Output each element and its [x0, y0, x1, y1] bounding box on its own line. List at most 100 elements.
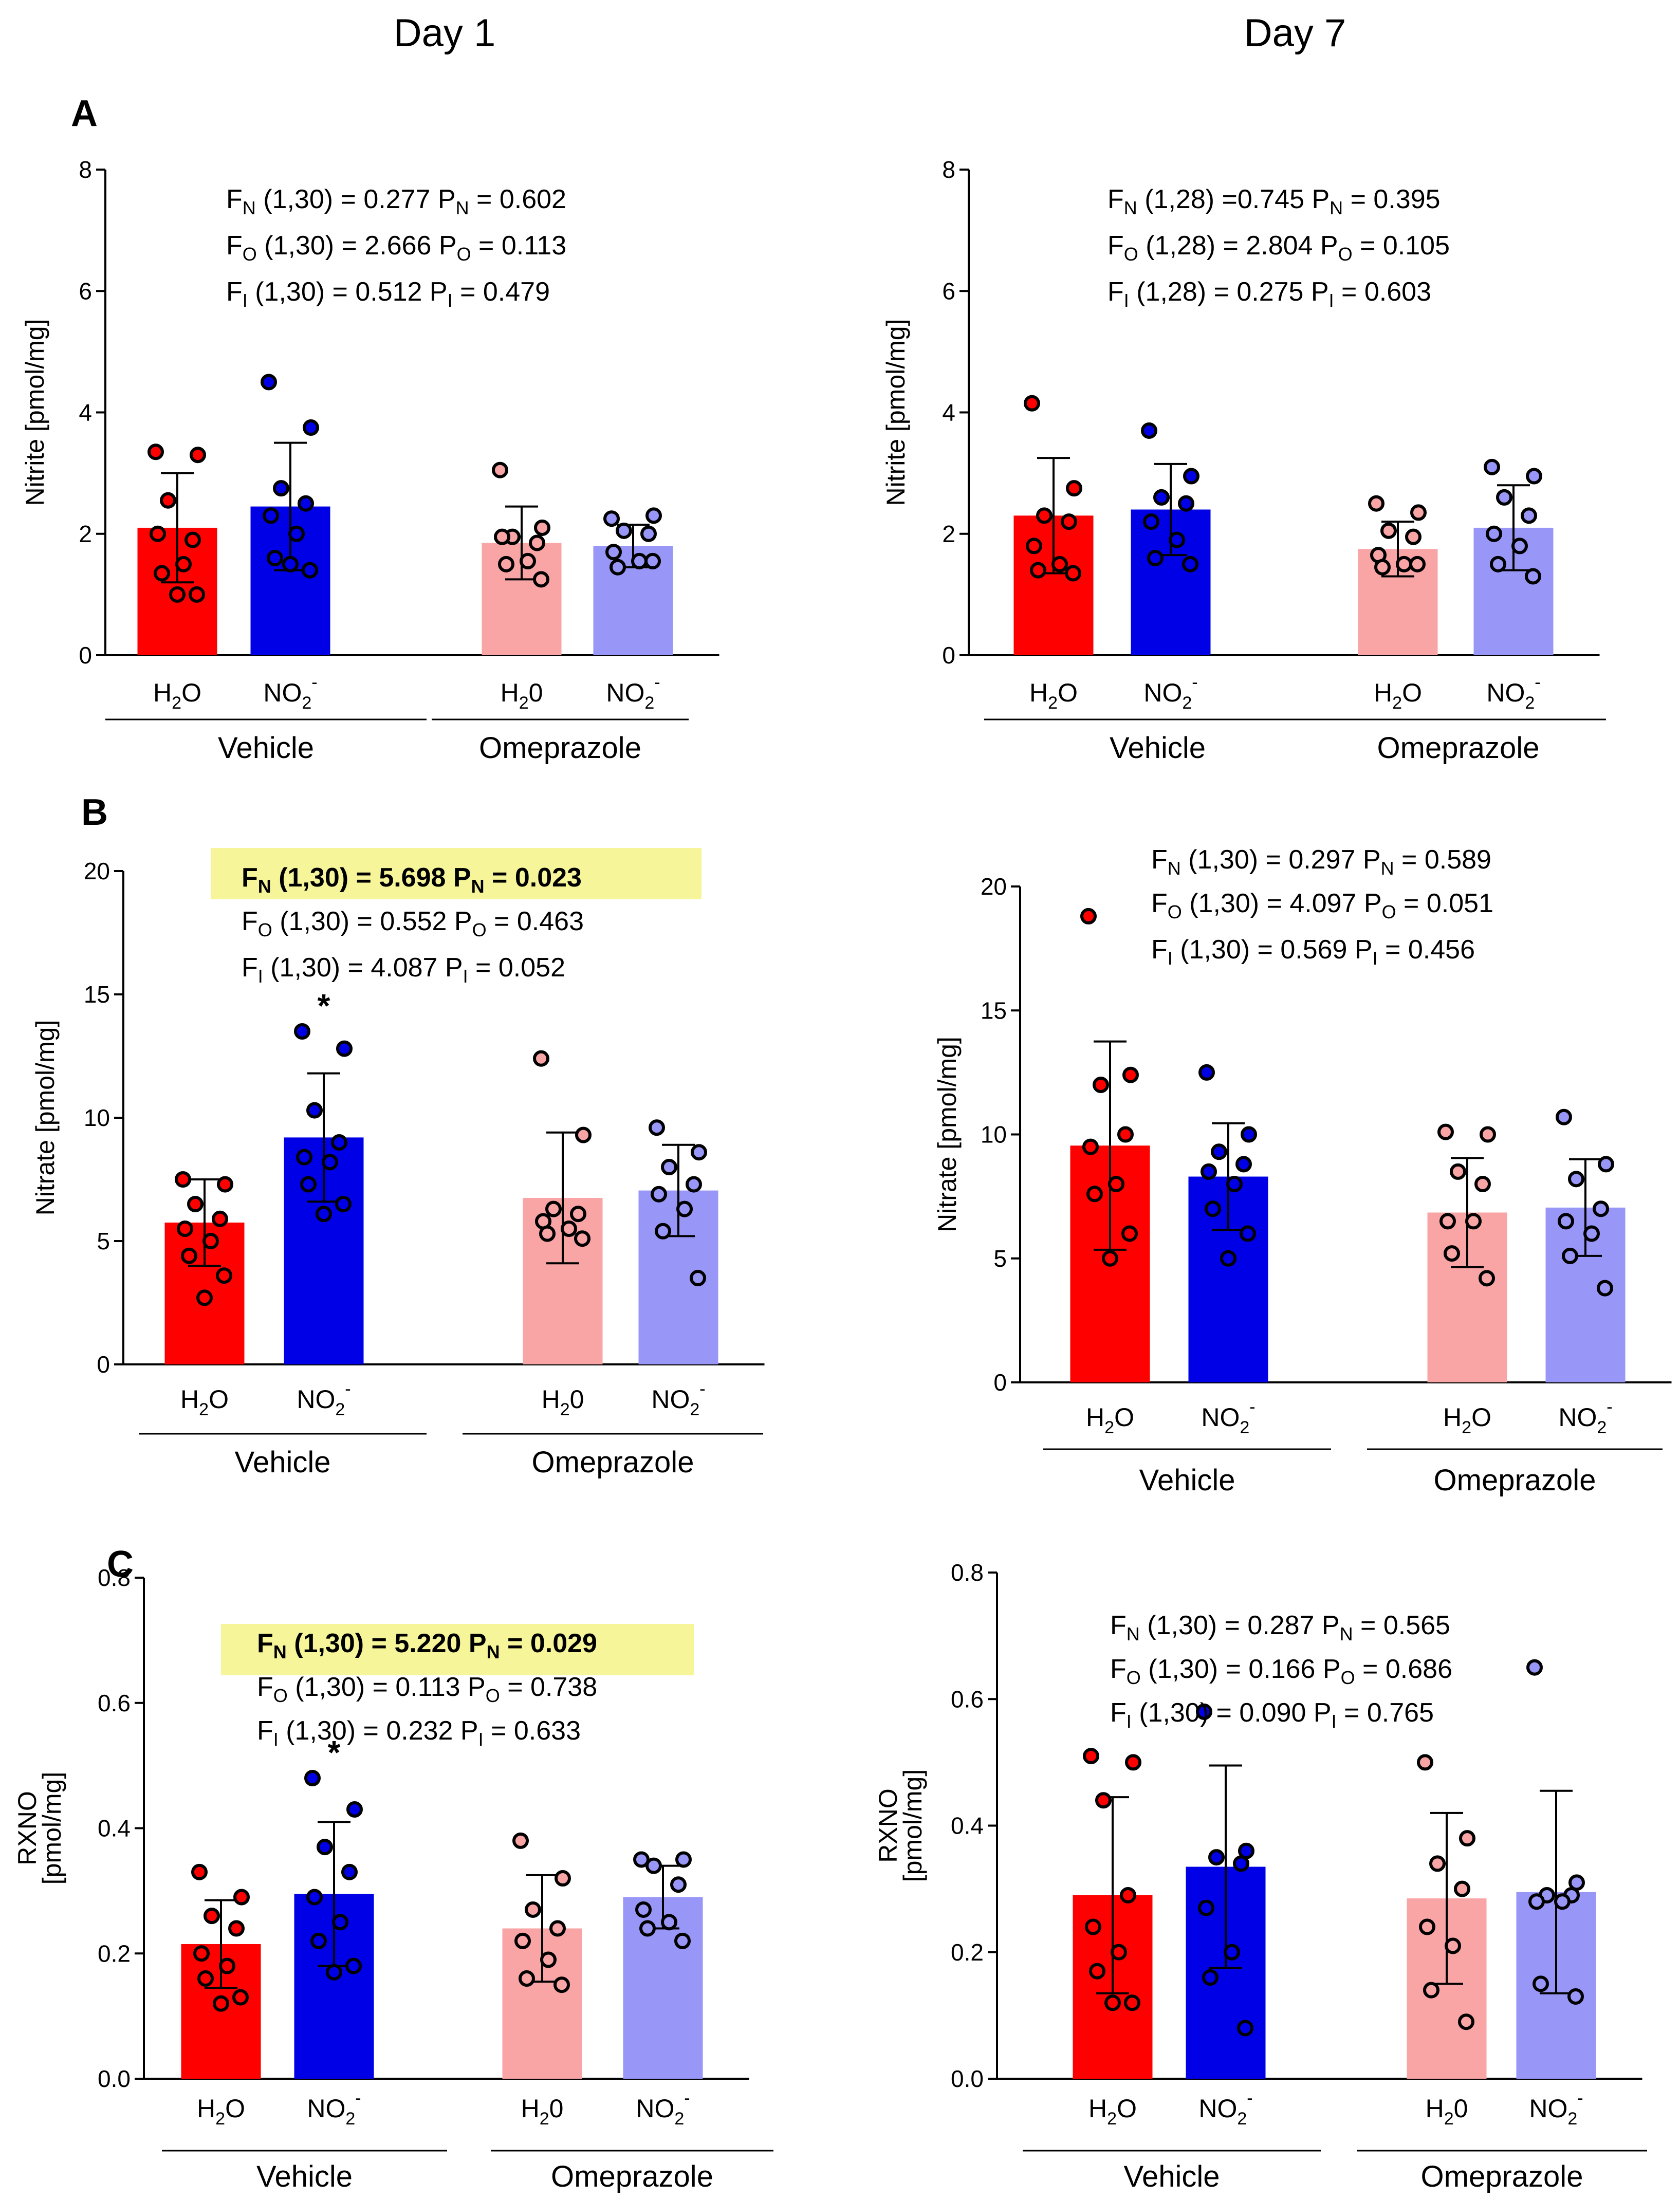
- x-category-label: NO2-: [263, 673, 317, 713]
- data-point: [1525, 568, 1541, 585]
- stat-line: FI (1,30) = 0.512 PI = 0.479: [226, 277, 550, 311]
- cat-subscript: 2: [1462, 1418, 1471, 1437]
- cat-rest: O: [1471, 1403, 1491, 1432]
- data-point: [645, 507, 662, 524]
- stat-p: P: [1364, 889, 1382, 918]
- data-point: [345, 1957, 362, 1974]
- x-category-label: H20: [521, 2094, 564, 2129]
- data-point: [1368, 495, 1384, 512]
- data-point: [1120, 1887, 1136, 1903]
- stat-f-value: (1,30) = 0.297: [1181, 845, 1363, 875]
- stat-p: P: [469, 1629, 487, 1658]
- stat-f-value: (1,30) = 2.666: [257, 231, 439, 261]
- data-point: [1396, 556, 1412, 572]
- stat-f-value: (1,28) = 2.804: [1138, 231, 1320, 261]
- stat-f: F: [1110, 1611, 1127, 1640]
- panel-letter-c: C: [107, 1544, 134, 1585]
- data-point: [1153, 489, 1170, 506]
- stat-f: F: [242, 863, 258, 893]
- y-tick-label: 15: [981, 997, 1007, 1024]
- data-point: [1445, 1937, 1461, 1954]
- cat-base: H: [180, 1385, 199, 1414]
- cat-subscript: 2: [1392, 693, 1402, 713]
- data-point: [267, 550, 283, 566]
- data-point: [534, 519, 550, 536]
- y-tick-label: 5: [97, 1228, 110, 1254]
- data-point: [492, 461, 508, 478]
- stat-f-value: (1,30) = 0.277: [256, 184, 438, 214]
- stat-p: P: [1312, 184, 1330, 214]
- stat-line: FO (1,30) = 2.666 PO = 0.113: [226, 231, 566, 265]
- data-point: [690, 1270, 706, 1286]
- data-point: [1474, 1176, 1491, 1192]
- data-point: [651, 1186, 667, 1203]
- data-point: [1124, 1994, 1140, 2011]
- data-point: [1479, 1270, 1495, 1287]
- stat-p-subscript: O: [1338, 244, 1353, 265]
- cat-superscript: -: [1535, 673, 1540, 692]
- stat-p-value: = 0.602: [469, 184, 566, 214]
- stat-p-value: = 0.738: [500, 1672, 597, 1702]
- y-tick-label: 0.6: [98, 1690, 131, 1716]
- x-category-label: NO2-: [297, 1379, 350, 1419]
- group-label-vehicle: Vehicle: [256, 2160, 353, 2193]
- data-point: [686, 1176, 702, 1193]
- data-point: [1198, 1899, 1214, 1916]
- data-point: [1169, 531, 1185, 548]
- stat-f-value: (1,28) = 0.275: [1129, 277, 1311, 307]
- data-point: [1465, 1213, 1482, 1230]
- stat-f: F: [1110, 1698, 1127, 1728]
- stat-line: FI (1,30) = 0.090 PI = 0.765: [1110, 1698, 1434, 1732]
- data-point: [341, 1863, 358, 1880]
- data-point: [1241, 1126, 1257, 1143]
- stat-p-value: = 0.456: [1378, 935, 1475, 965]
- stat-p-value: = 0.051: [1396, 889, 1493, 918]
- data-point: [204, 1908, 220, 1925]
- data-point: [1554, 1893, 1571, 1910]
- data-point: [519, 1970, 535, 1987]
- y-tick-label: 0.4: [951, 1813, 984, 1839]
- cat-subscript: 2: [172, 693, 181, 713]
- data-point: [670, 1876, 687, 1893]
- stat-line: FO (1,30) = 0.113 PO = 0.738: [257, 1672, 597, 1706]
- data-point: [177, 1221, 193, 1237]
- data-point: [635, 1901, 652, 1918]
- cat-subscript: 2: [215, 2109, 225, 2129]
- cat-superscript: -: [345, 1379, 350, 1399]
- stat-p-value: = 0.029: [500, 1629, 597, 1658]
- y-tick-label: 0.8: [98, 1564, 131, 1591]
- x-category-label: H2O: [180, 1385, 229, 1419]
- y-axis-label: Nitrite [pmol/mg]: [21, 319, 49, 506]
- stat-f: F: [257, 1672, 273, 1702]
- data-point: [216, 1267, 232, 1284]
- stat-f-subscript: N: [273, 1641, 287, 1662]
- stat-p: P: [460, 1716, 478, 1746]
- cat-rest: O: [1114, 1403, 1134, 1432]
- stat-f-value: (1,30) = 0.287: [1140, 1611, 1322, 1640]
- cat-base: H: [1088, 2094, 1107, 2123]
- y-tick-label: 0.6: [951, 1686, 984, 1712]
- data-point: [570, 1206, 586, 1223]
- stat-f: F: [1107, 277, 1124, 307]
- group-label-vehicle: Vehicle: [1123, 2160, 1220, 2193]
- data-point: [1597, 1280, 1613, 1297]
- data-point: [1102, 1250, 1118, 1267]
- y-axis-label: Nitrate [pmol/mg]: [933, 1037, 962, 1232]
- data-point: [1147, 550, 1164, 566]
- data-point: [197, 1970, 214, 1987]
- cat-subscript: 2: [1237, 2109, 1247, 2129]
- stat-p: P: [430, 277, 448, 307]
- y-tick-label: 10: [981, 1121, 1007, 1148]
- data-point: [212, 1210, 228, 1227]
- stat-p: P: [1355, 935, 1373, 965]
- stat-p-value: = 0.052: [468, 953, 565, 983]
- x-category-label: NO2-: [1486, 673, 1540, 713]
- stat-f-subscript: I: [1124, 290, 1129, 311]
- y-tick-label: 0: [97, 1351, 110, 1378]
- stat-f-subscript: I: [258, 966, 263, 987]
- stat-line: FN (1,30) = 0.297 PN = 0.589: [1151, 845, 1491, 879]
- stat-f: F: [257, 1716, 273, 1746]
- group-label-omeprazole: Omeprazole: [1434, 1464, 1596, 1497]
- stat-f-subscript: N: [243, 197, 256, 218]
